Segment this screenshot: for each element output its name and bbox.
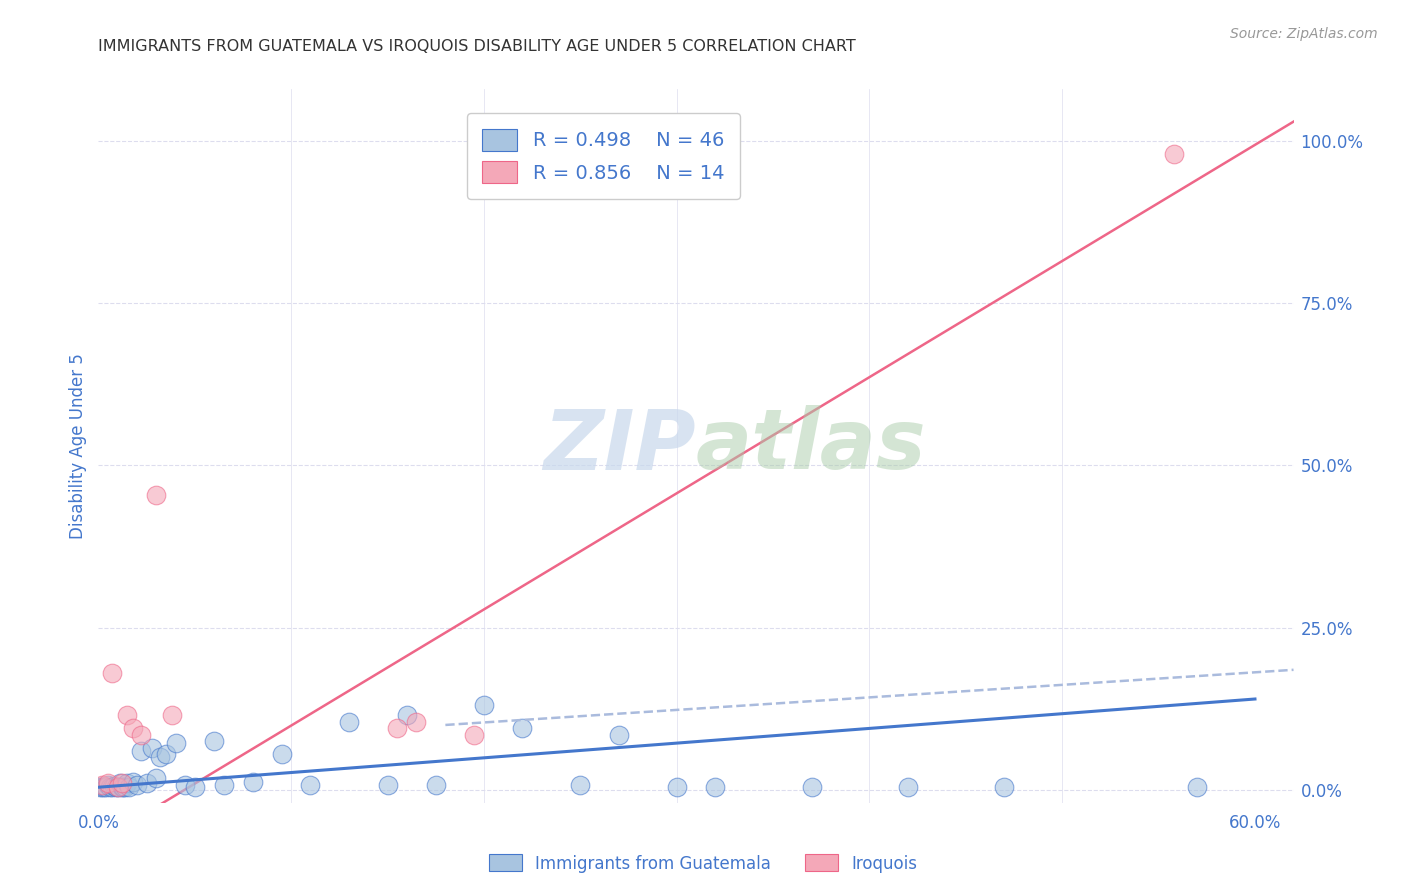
Point (117, 708, 139, 723)
Point (184, 780, 207, 794)
Point (97, 778, 120, 792)
Point (145, 488, 167, 502)
Point (129, 728, 152, 742)
Point (405, 714, 427, 729)
Point (117, 776, 139, 790)
Point (993, 780, 1015, 794)
Point (108, 776, 131, 790)
Point (800, 780, 823, 794)
Point (104, 780, 127, 794)
Point (103, 779, 125, 793)
Point (395, 708, 418, 723)
Point (135, 776, 157, 790)
Point (94, 780, 117, 794)
Point (512, 721, 534, 735)
Point (149, 750, 172, 764)
Point (101, 780, 124, 794)
Point (114, 780, 136, 794)
Point (665, 780, 688, 794)
Point (110, 780, 132, 794)
Point (122, 721, 145, 735)
Point (91, 780, 114, 794)
Point (704, 780, 727, 794)
Point (463, 728, 485, 742)
Text: Source: ZipAtlas.com: Source: ZipAtlas.com (1230, 27, 1378, 41)
Point (160, 708, 183, 723)
Point (337, 714, 360, 729)
Point (165, 736, 187, 750)
Point (107, 780, 129, 794)
Point (270, 747, 292, 761)
Point (91, 778, 114, 792)
Point (202, 734, 225, 748)
Point (377, 778, 399, 792)
Point (97, 776, 120, 790)
Point (385, 721, 409, 735)
Point (242, 775, 264, 789)
Point (425, 778, 447, 792)
Point (299, 778, 322, 792)
Point (93, 780, 115, 794)
Point (122, 775, 145, 789)
Legend: R = 0.498    N = 46, R = 0.856    N = 14: R = 0.498 N = 46, R = 0.856 N = 14 (467, 113, 740, 199)
Y-axis label: Disability Age Under 5: Disability Age Under 5 (69, 353, 87, 539)
Point (107, 780, 129, 794)
Point (101, 666, 124, 681)
Text: atlas: atlas (696, 406, 927, 486)
Point (897, 780, 920, 794)
Point (1163, 147, 1185, 161)
Point (89, 780, 111, 794)
Point (174, 778, 197, 792)
Point (1185, 780, 1208, 794)
Point (141, 740, 163, 755)
Point (569, 778, 592, 792)
Point (129, 744, 152, 758)
Text: ZIP: ZIP (543, 406, 696, 486)
Point (155, 747, 177, 761)
Point (110, 776, 132, 790)
Point (212, 778, 235, 792)
Point (472, 698, 495, 713)
Point (98, 780, 121, 794)
Point (112, 780, 135, 794)
Text: IMMIGRANTS FROM GUATEMALA VS IROQUOIS DISABILITY AGE UNDER 5 CORRELATION CHART: IMMIGRANTS FROM GUATEMALA VS IROQUOIS DI… (98, 38, 856, 54)
Point (607, 728, 630, 742)
Legend: Immigrants from Guatemala, Iroquois: Immigrants from Guatemala, Iroquois (482, 847, 924, 880)
Point (118, 780, 141, 794)
Point (145, 771, 167, 785)
Point (125, 778, 148, 792)
